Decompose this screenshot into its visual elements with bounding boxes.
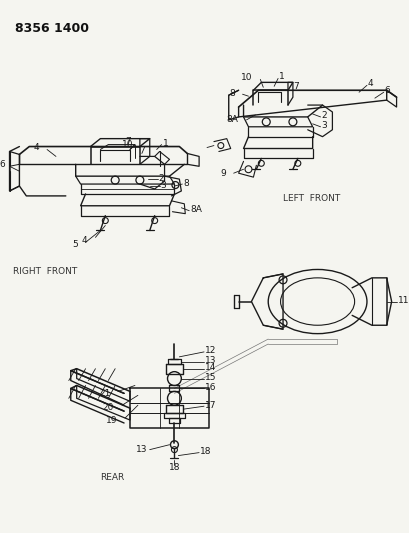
Text: 8A: 8A [190,205,202,214]
Text: 1: 1 [162,139,168,148]
Text: 14: 14 [204,363,216,372]
Text: 6: 6 [0,160,6,169]
Text: 8A: 8A [226,115,238,124]
Text: 18: 18 [168,463,180,472]
Text: 5: 5 [72,240,77,249]
Text: 7: 7 [125,137,130,146]
Text: 4: 4 [82,236,88,245]
Text: 10: 10 [240,73,252,82]
Text: 9: 9 [220,169,225,177]
Text: 8: 8 [183,179,189,188]
Text: 4: 4 [367,79,373,88]
Text: REAR: REAR [100,473,124,482]
Text: 19: 19 [106,416,117,424]
Text: 10: 10 [121,140,133,149]
Text: 12: 12 [204,346,216,356]
Text: 8356 1400: 8356 1400 [16,21,89,35]
Text: 2: 2 [321,111,326,120]
Text: 3: 3 [321,122,326,130]
Text: 15: 15 [204,373,216,382]
Text: 8: 8 [228,88,234,98]
Text: RIGHT  FRONT: RIGHT FRONT [13,268,78,277]
Text: 6: 6 [384,86,389,95]
Text: 21: 21 [99,389,110,398]
Text: 2: 2 [158,174,164,183]
Text: 13: 13 [204,356,216,365]
Text: 11: 11 [397,296,408,305]
Text: 13: 13 [136,445,147,454]
Text: 1: 1 [279,72,284,81]
Text: 20: 20 [103,403,114,411]
Text: 3: 3 [160,181,166,190]
Text: 16: 16 [204,383,216,392]
Text: 17: 17 [204,401,216,410]
Text: LEFT  FRONT: LEFT FRONT [282,195,339,204]
Text: 18: 18 [200,447,211,456]
Text: 4: 4 [34,143,39,152]
Text: 7: 7 [292,82,298,91]
